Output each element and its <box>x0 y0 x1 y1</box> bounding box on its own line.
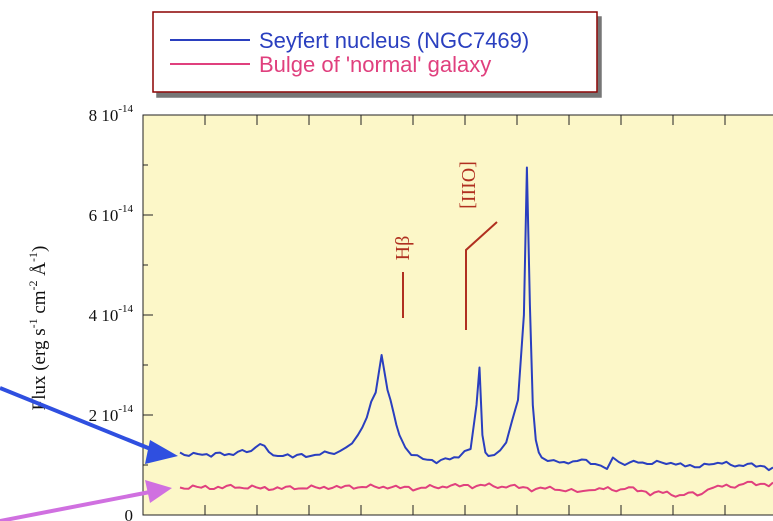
legend: Seyfert nucleus (NGC7469) Bulge of 'norm… <box>152 11 598 93</box>
arrow-to-seyfert-spectrum <box>0 386 178 464</box>
y-tick-label-4: 8 10-14 <box>89 103 134 125</box>
series-line-0 <box>179 166 773 472</box>
series-line-1 <box>179 480 773 498</box>
y-tick-label-3: 6 10-14 <box>89 203 134 225</box>
oiii-marker-line <box>465 221 498 330</box>
hbeta-label: Hβ <box>392 236 414 261</box>
legend-label-seyfert: Seyfert nucleus (NGC7469) <box>259 28 529 53</box>
arrow-magenta-head <box>145 480 172 503</box>
y-tick-label-0: 0 <box>125 506 134 521</box>
legend-label-bulge: Bulge of 'normal' galaxy <box>259 52 491 77</box>
y-tick-label-2: 4 10-14 <box>89 303 134 325</box>
arrow-blue-shaft <box>0 386 159 454</box>
annotation-hbeta: Hβ <box>392 236 414 318</box>
legend-box <box>152 11 598 93</box>
oiii-label: [OIII] <box>457 161 479 209</box>
y-tick-label-1: 2 10-14 <box>89 403 134 425</box>
annotation-oiii: [OIII] <box>457 161 498 330</box>
axis-ticks <box>143 114 726 516</box>
arrow-to-bulge-spectrum <box>0 480 172 521</box>
plot-area <box>142 114 773 516</box>
y-axis-label: Flux (erg s-1 cm-2 Å-1) <box>26 246 50 411</box>
series-lines <box>179 166 773 498</box>
arrow-magenta-shaft <box>0 490 151 521</box>
y-tick-labels: 0 2 10-14 4 10-14 6 10-14 8 10-14 <box>89 103 134 521</box>
arrow-blue-head <box>145 440 178 464</box>
